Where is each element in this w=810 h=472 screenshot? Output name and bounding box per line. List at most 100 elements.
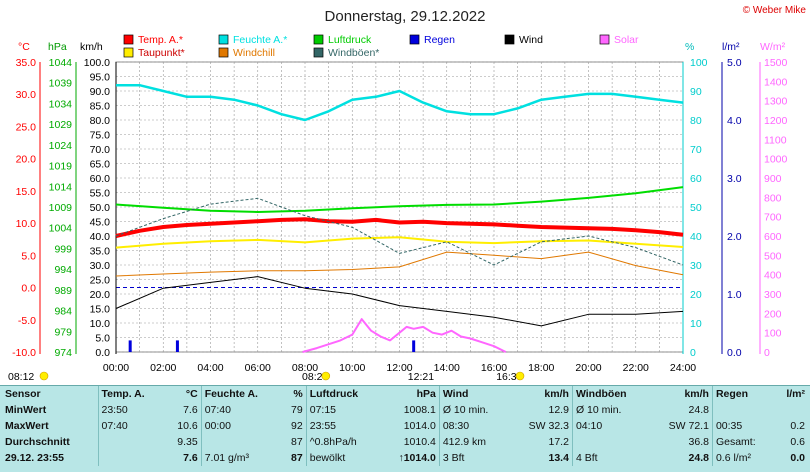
chart-title: Donnerstag, 29.12.2022 bbox=[325, 8, 486, 25]
axis-tick-label: 1200 bbox=[764, 115, 788, 127]
x-tick-label: 14:00 bbox=[434, 362, 460, 374]
axis-tick-label: 5.0 bbox=[21, 250, 36, 262]
axis-tick-label: 25.0 bbox=[16, 121, 37, 133]
axis-tick-label: 60.0 bbox=[90, 173, 111, 185]
axis-tick-label: 100 bbox=[690, 57, 708, 69]
series-line-5 bbox=[115, 197, 684, 266]
legend-label: Windchill bbox=[233, 47, 275, 59]
legend-swatch bbox=[313, 47, 324, 58]
summary-cell bbox=[200, 434, 282, 450]
summary-panel: Sensor Temp. A. °C Feuchte A.% Luftdruck hPa W… bbox=[0, 385, 810, 472]
summary-cell: Temp. A. bbox=[97, 386, 165, 402]
rain-bar bbox=[412, 340, 416, 352]
series-line-1 bbox=[116, 83, 684, 122]
axis-tick-label: 40.0 bbox=[90, 231, 111, 243]
axis-tick-label: 65.0 bbox=[90, 159, 111, 171]
axis-tick-label: 90 bbox=[690, 86, 702, 98]
summary-cell bbox=[97, 434, 165, 450]
axis-tick-label: 20.0 bbox=[90, 289, 111, 301]
axis-tick-label: 1400 bbox=[764, 76, 788, 88]
sun-icon bbox=[39, 371, 49, 381]
axis-tick-label: 1100 bbox=[764, 134, 787, 146]
legend-label: Solar bbox=[614, 34, 639, 46]
x-tick-label: 10:00 bbox=[339, 362, 365, 374]
axis-tick-label: 1024 bbox=[49, 140, 73, 152]
summary-cell: km/h bbox=[684, 388, 709, 400]
summary-cell: 412.9 km bbox=[438, 434, 510, 450]
axis-tick-label: 0.0 bbox=[727, 347, 742, 359]
axis-tick-label: 40 bbox=[690, 231, 702, 243]
chart-legend: Temp. A.* Feuchte A.* Luftdruck Regen Wind So… bbox=[123, 34, 639, 59]
summary-cell: Windböen bbox=[571, 386, 650, 402]
credit-label: © Weber Mike bbox=[743, 5, 807, 16]
summary-cell: 07:15 bbox=[305, 402, 381, 418]
summary-header-row: Sensor Temp. A. °C Feuchte A.% Luftdruck hPa W… bbox=[2, 386, 808, 402]
summary-cell: 0.2 bbox=[790, 420, 805, 432]
sun-icon bbox=[515, 371, 525, 381]
summary-cell: Luftdruck bbox=[305, 386, 381, 402]
press-unit-label: hPa bbox=[48, 41, 67, 53]
rain-bar bbox=[175, 340, 179, 352]
axis-tick-label: 1019 bbox=[49, 161, 73, 173]
summary-cell bbox=[571, 434, 650, 450]
legend-label: Feuchte A.* bbox=[233, 34, 287, 46]
axis-tick-label: 50.0 bbox=[90, 202, 111, 214]
legend-swatch bbox=[123, 47, 134, 58]
summary-cell: Ø 10 min. bbox=[571, 402, 650, 418]
summary-cell: 4 Bft bbox=[571, 450, 650, 466]
series-line-7 bbox=[302, 318, 507, 353]
axis-tick-label: 0 bbox=[690, 347, 696, 359]
summary-cell: Durchschnitt bbox=[5, 436, 70, 448]
legend-swatch bbox=[123, 34, 134, 45]
x-tick-label: 04:00 bbox=[197, 362, 223, 374]
summary-cell: 36.8 bbox=[688, 436, 709, 448]
axis-tick-label: 15.0 bbox=[16, 186, 37, 198]
legend-label: Luftdruck bbox=[328, 34, 372, 46]
summary-cell: 08:30 bbox=[438, 418, 510, 434]
axis-tick-label: 70 bbox=[690, 144, 702, 156]
x-tick-label: 20:00 bbox=[575, 362, 601, 374]
summary-cell: % bbox=[293, 388, 303, 400]
summary-cell: Gesamt: bbox=[711, 434, 775, 450]
summary-cell: Ø 10 min. bbox=[438, 402, 510, 418]
x-tick-label: 18:00 bbox=[528, 362, 554, 374]
summary-cell: 00:00 bbox=[200, 418, 282, 434]
summary-table: Sensor Temp. A. °C Feuchte A.% Luftdruck hPa W… bbox=[2, 386, 808, 466]
summary-cell: 1014.0 bbox=[403, 420, 436, 432]
axis-tick-label: 35.0 bbox=[90, 246, 111, 258]
summary-cell: 7.01 g/m³ bbox=[200, 450, 282, 466]
axis-tick-label: 10 bbox=[690, 318, 702, 330]
rain-bar bbox=[128, 340, 132, 352]
axis-tick-label: 30.0 bbox=[90, 260, 111, 272]
rain-unit-label: l/m² bbox=[722, 41, 740, 53]
x-tick-label: 02:00 bbox=[150, 362, 176, 374]
summary-cell: bewölkt bbox=[305, 450, 381, 466]
summary-cell: 1008.1 bbox=[403, 404, 436, 416]
axis-tick-label: 20.0 bbox=[16, 154, 37, 166]
axis-tick-label: 35.0 bbox=[16, 57, 37, 69]
axis-tick-label: -5.0 bbox=[18, 315, 36, 327]
summary-cell: hPa bbox=[416, 388, 436, 400]
summary-cell: 29.12. 23:55 bbox=[5, 452, 64, 464]
axis-tick-label: 20 bbox=[690, 289, 702, 301]
axis-tick-label: 1034 bbox=[49, 98, 73, 110]
x-tick-label: 16:00 bbox=[481, 362, 507, 374]
axis-tick-label: 1500 bbox=[764, 57, 788, 69]
axis-tick-label: 45.0 bbox=[90, 217, 111, 229]
series-line-4 bbox=[115, 251, 684, 277]
axis-tick-label: 300 bbox=[764, 289, 782, 301]
summary-row: Durchschnitt 9.35 87 ^0.8hPa/h 1010.4 412.9 k… bbox=[2, 434, 808, 450]
axis-tick-label: 85.0 bbox=[90, 101, 111, 113]
axis-tick-label: 4.0 bbox=[727, 115, 742, 127]
axis-units: °C hPa km/h % l/m² W/m² bbox=[18, 41, 786, 53]
legend-swatch bbox=[599, 34, 610, 45]
axis-tick-label: 500 bbox=[764, 250, 782, 262]
summary-cell: MaxWert bbox=[5, 420, 49, 432]
x-tick-label: 22:00 bbox=[623, 362, 649, 374]
summary-cell: 23:50 bbox=[97, 402, 165, 418]
axis-tick-label: 5.0 bbox=[95, 333, 110, 345]
axis-tick-label: 10.0 bbox=[16, 218, 37, 230]
axis-tick-label: 55.0 bbox=[90, 188, 111, 200]
summary-cell: 10.6 bbox=[177, 420, 198, 432]
hum-unit-label: % bbox=[685, 41, 694, 53]
